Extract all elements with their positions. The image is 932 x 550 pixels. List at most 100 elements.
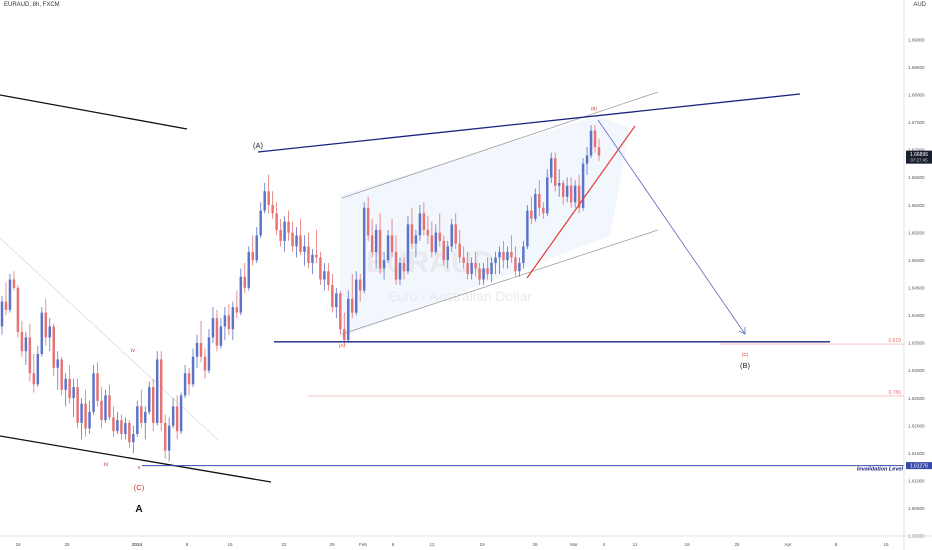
candle-body	[207, 337, 211, 371]
price-axis-tick: 1.63000	[908, 368, 925, 373]
candle-body	[577, 185, 581, 208]
candle-body	[96, 373, 99, 401]
candle-body	[370, 235, 374, 252]
time-axis-tick: 25	[734, 542, 740, 547]
upper-black-trendline	[0, 94, 188, 130]
wave-label: A	[135, 504, 142, 515]
candle-body	[450, 224, 453, 247]
symbol-label[interactable]: EURAUD, 8h, FXCM	[4, 2, 60, 8]
candle-body	[351, 298, 354, 313]
time-axis-tick: Mar	[570, 542, 578, 547]
candle-body	[430, 235, 434, 252]
time-axis-tick: 18	[15, 542, 21, 547]
candle-body	[68, 378, 71, 399]
candle-body	[267, 191, 270, 206]
candle-body	[581, 163, 585, 208]
time-axis-tick: 12	[429, 542, 435, 547]
time-axis-tick: 22	[281, 542, 287, 547]
fib-level-label: 0.786	[888, 390, 901, 396]
candle-body	[132, 433, 135, 443]
wave-label: (A)	[253, 141, 264, 150]
candle-body	[48, 326, 51, 338]
wave-label: (A)	[339, 343, 346, 348]
candle-body	[64, 378, 67, 390]
candle-body	[148, 387, 151, 412]
candle-body	[44, 312, 48, 338]
candle-body	[486, 268, 489, 274]
price-axis-tick: 1.63500	[908, 341, 925, 346]
candle-body	[585, 155, 589, 164]
time-axis-tick: 15	[227, 542, 233, 547]
candle-body	[243, 276, 247, 288]
candle-body	[283, 221, 286, 241]
candle-body	[120, 420, 123, 434]
candle-body	[239, 276, 243, 313]
candle-body	[315, 254, 318, 258]
candle-body	[211, 318, 215, 338]
candle-body	[538, 194, 541, 208]
candle-body	[494, 257, 497, 263]
wave-label: iv	[131, 348, 135, 354]
candle-body	[108, 395, 111, 418]
candle-body	[442, 240, 446, 261]
time-axis-tick: 11	[633, 542, 638, 547]
currency-label: AUD	[913, 2, 926, 8]
candle-body	[382, 260, 386, 269]
price-axis-tick: 1.62000	[908, 423, 925, 428]
price-axis-tick: 1.61000	[908, 479, 925, 484]
price-axis-tick: 1.68500	[908, 65, 925, 70]
candle-body	[20, 331, 24, 352]
candle-body	[215, 318, 219, 346]
candle-body	[553, 158, 557, 186]
candle-body	[4, 301, 8, 310]
wave-label: (B)	[740, 361, 751, 370]
candle-body	[84, 403, 87, 429]
candle-body	[426, 229, 430, 236]
candle-body	[498, 251, 501, 258]
navy-upper-trendline	[257, 93, 801, 153]
candle-body	[60, 359, 63, 390]
candle-body	[179, 395, 183, 432]
candle-body	[589, 130, 593, 156]
candle-body	[518, 262, 521, 272]
time-axis-tick: 8	[186, 542, 189, 547]
candle-body	[331, 285, 334, 308]
candle-body	[72, 387, 75, 399]
candle-body	[275, 213, 278, 230]
price-axis-tick: 1.66500	[908, 175, 925, 180]
candle-body	[219, 326, 223, 346]
candle-body	[446, 246, 449, 261]
price-axis-tick: 1.62500	[908, 396, 925, 401]
price-axis-tick: 1.61500	[908, 451, 925, 456]
candle-body	[522, 246, 525, 263]
candle-body	[235, 307, 239, 313]
red-trendline	[526, 125, 636, 279]
price-axis-tick: 1.68000	[908, 92, 925, 97]
candle-body	[100, 400, 103, 421]
price-axis-tick: 1.67500	[908, 120, 925, 125]
candle-body	[88, 411, 91, 429]
candle-body	[569, 185, 573, 203]
candle-body	[347, 298, 350, 341]
candle-body	[402, 262, 406, 272]
candle-body	[136, 406, 139, 434]
candle-body	[474, 262, 477, 269]
candle-body	[259, 210, 262, 236]
candle-body	[116, 420, 119, 432]
candle-body	[514, 257, 517, 272]
wave-label: (C)	[134, 483, 145, 492]
fib-level-label: 0.618	[888, 338, 901, 344]
projection-arrowhead	[738, 327, 746, 335]
candle-body	[80, 403, 83, 423]
candle-body	[323, 271, 326, 280]
candle-body	[128, 422, 131, 443]
candle-body	[319, 257, 322, 280]
candle-body	[466, 262, 469, 274]
candle-body	[0, 301, 4, 327]
candle-body	[470, 262, 473, 274]
bar-countdown: 07:27:45	[910, 158, 928, 163]
candle-body	[438, 232, 442, 241]
candle-body	[490, 262, 493, 274]
candle-body	[175, 406, 179, 432]
